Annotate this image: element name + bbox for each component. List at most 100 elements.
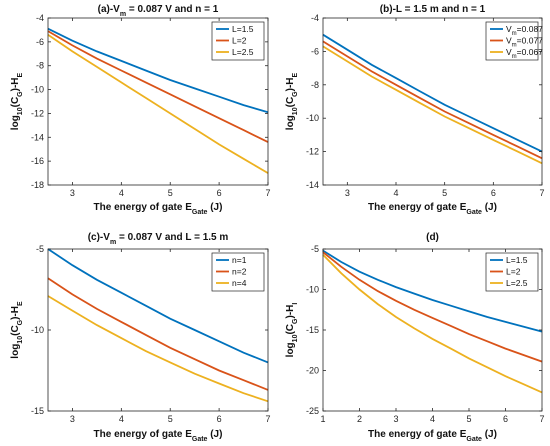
subscript-text: G: [292, 318, 299, 324]
series-line-3: [47, 33, 269, 174]
subscript-text: Gate: [192, 209, 208, 216]
main-text: (J): [482, 202, 497, 213]
x-tick-label: 6: [491, 188, 496, 198]
subscript-text: m: [512, 54, 517, 60]
main-text: log: [10, 115, 21, 130]
main-text: V: [506, 36, 512, 46]
subscript-text: 10: [17, 107, 24, 115]
legend-entry: n=1: [232, 255, 247, 265]
chart-title: (d): [426, 232, 439, 243]
y-tick-label: -14: [306, 180, 319, 190]
chart-panel-d: 1 2 3 4 5 6 7 -25 -20 -15 -10 -5 (d) The energy of ga…: [285, 232, 545, 443]
main-text: log: [285, 115, 296, 130]
plot-area-frame: [47, 17, 269, 186]
x-tick-label: 4: [119, 188, 124, 198]
y-tick-label: -14: [31, 132, 44, 142]
y-axis-label: log10(CG)-HE: [10, 72, 24, 130]
main-text: V: [506, 24, 512, 34]
x-tick-label: 3: [70, 414, 75, 424]
main-text: (J): [207, 429, 222, 440]
main-text: = 0.087 V and n = 1: [126, 4, 219, 15]
y-tick-label: -6: [311, 46, 319, 56]
y-tick-label: -10: [306, 285, 319, 295]
subscript-text: m: [120, 11, 126, 18]
series-line-1: [322, 33, 543, 153]
subscript-text: I: [292, 303, 299, 305]
legend-entry: n=2: [232, 267, 247, 277]
subscript-text: 10: [292, 107, 299, 115]
legend-entry: L=2.5: [232, 47, 254, 57]
x-tick-label: 6: [217, 188, 222, 198]
main-text: The energy of gate E: [368, 202, 467, 213]
subscript-text: G: [17, 91, 24, 97]
x-axis-label: The energy of gate EGate (J): [94, 202, 223, 216]
legend-entry: L=2: [506, 267, 521, 277]
y-tick-label: -8: [36, 61, 44, 71]
subscript-text: Gate: [192, 436, 208, 443]
x-tick-label: 3: [345, 188, 350, 198]
main-text: (J): [482, 429, 497, 440]
y-tick-label: -15: [306, 325, 319, 335]
x-axis-label: The energy of gate EGate (J): [368, 429, 497, 443]
subscript-text: E: [292, 72, 299, 77]
legend-entry: L=2.5: [506, 278, 528, 288]
chart-title: (a)-Vm = 0.087 V and n = 1: [98, 4, 219, 18]
x-tick-label: 6: [217, 414, 222, 424]
series-line-2: [47, 30, 269, 143]
main-text: (b)-L = 1.5 m and n = 1: [380, 4, 486, 15]
main-text: =0.087: [517, 24, 544, 34]
main-text: = 0.087 V and L = 1.5 m: [116, 232, 228, 243]
y-tick-label: -10: [31, 325, 44, 335]
subscript-text: 10: [17, 336, 24, 344]
x-tick-label: 3: [70, 188, 75, 198]
main-text: log: [10, 344, 21, 359]
x-tick-label: 7: [539, 188, 544, 198]
series-line-2: [47, 277, 269, 391]
main-text: )-H: [285, 77, 296, 91]
x-axis-label: The energy of gate EGate (J): [368, 202, 497, 216]
x-tick-label: 3: [393, 414, 398, 424]
x-tick-label: 4: [119, 414, 124, 424]
y-tick-label: -10: [31, 85, 44, 95]
y-tick-label: -6: [36, 37, 44, 47]
y-tick-label: -8: [311, 80, 319, 90]
y-tick-label: -5: [36, 244, 44, 254]
series-line-3: [47, 295, 269, 403]
x-tick-label: 5: [442, 188, 447, 198]
main-text: (c)-V: [88, 232, 111, 243]
subscript-text: E: [17, 72, 24, 77]
subscript-text: G: [17, 319, 24, 325]
x-tick-label: 5: [466, 414, 471, 424]
y-tick-label: -12: [31, 108, 44, 118]
subscript-text: m: [110, 239, 116, 246]
y-tick-label: -12: [306, 147, 319, 157]
series-line-3: [322, 45, 543, 165]
y-tick-label: -4: [36, 13, 44, 23]
y-tick-label: -4: [311, 13, 319, 23]
chart-panel-c: 3 4 5 6 7 -15 -10 -5 (c)-Vm = 0.087 V and L = 1.…: [10, 232, 271, 443]
main-text: (d): [426, 232, 439, 243]
x-tick-label: 1: [320, 414, 325, 424]
y-tick-label: -18: [31, 180, 44, 190]
series-line-1: [47, 248, 269, 364]
series-line-2: [322, 40, 543, 160]
series-line-1: [322, 249, 543, 333]
subscript-text: m: [512, 43, 517, 49]
legend-entry: L=2: [232, 36, 247, 46]
legend-entry: L=1.5: [232, 24, 254, 34]
legend: L=1.5 L=2L=2.5: [211, 21, 265, 61]
y-axis-label: log10(CG)-HI: [285, 303, 299, 358]
main-text: (C: [10, 325, 21, 336]
x-tick-label: 6: [503, 414, 508, 424]
main-text: The energy of gate E: [368, 429, 467, 440]
main-text: The energy of gate E: [94, 429, 193, 440]
x-tick-label: 5: [168, 414, 173, 424]
y-tick-label: -5: [311, 244, 319, 254]
main-text: =0.067: [517, 47, 544, 57]
legend: n=1 n=2n=4: [211, 252, 265, 292]
x-tick-label: 7: [539, 414, 544, 424]
chart-title: (c)-Vm = 0.087 V and L = 1.5 m: [88, 232, 229, 246]
legend-entry: Vm=0.087: [506, 24, 543, 37]
y-tick-label: -15: [31, 406, 44, 416]
main-text: (a)-V: [98, 4, 121, 15]
